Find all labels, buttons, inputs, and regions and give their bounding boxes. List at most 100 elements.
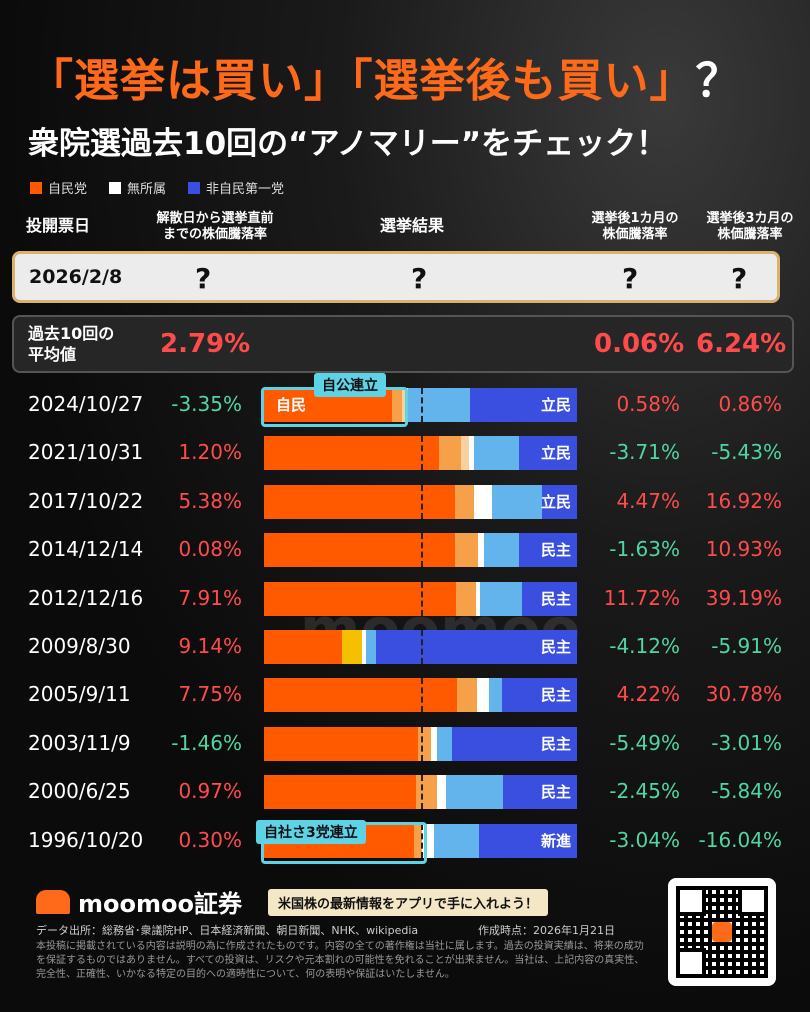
average-label: 過去10回の 平均値	[28, 324, 115, 364]
row-pre-change: 1.20%	[178, 440, 242, 465]
row-1m-change: 4.47%	[616, 488, 680, 513]
bar-seg-other	[366, 630, 376, 664]
bar-seg-ldp	[264, 533, 455, 568]
bar-opposition-label: 民主	[540, 589, 571, 608]
row-pre-change: -3.35%	[171, 392, 242, 416]
row-date: 2003/11/9	[28, 730, 131, 755]
qr-finder	[676, 948, 706, 978]
bar-opposition-label: 立民	[540, 492, 571, 511]
bar-seg-other	[422, 823, 435, 858]
bar-seg-ldp	[264, 630, 342, 664]
row-pre-change: 7.91%	[178, 585, 242, 610]
bar-seg-other	[454, 484, 474, 519]
bar-seg-ldp	[264, 436, 440, 471]
table-row: 2000/6/25 0.97% -2.45% -5.84% 民主	[0, 772, 810, 812]
average-3m: 6.24%	[696, 329, 787, 359]
majority-line	[420, 484, 423, 519]
page-title: 「選挙は買い」「選挙後も買い」？	[28, 54, 742, 107]
majority-line	[420, 775, 423, 810]
table-row: 2009/8/30 9.14% -4.12% -5.91% 民主	[0, 627, 810, 667]
bar-seg-other	[474, 484, 492, 519]
bar-seg-other	[413, 823, 423, 858]
row-pre-change: 0.08%	[178, 537, 242, 562]
bar-seg-other	[402, 388, 405, 422]
table-row: 2014/12/14 0.08% -1.63% 10.93% 民主	[0, 530, 810, 570]
row-date: 2005/9/11	[28, 682, 131, 707]
average-pre: 2.79%	[160, 329, 251, 359]
header-pre: 解散日から選挙直前 までの株価騰落率	[156, 211, 274, 242]
bar-seg-other	[436, 775, 446, 810]
majority-line	[420, 823, 423, 858]
header-3m: 選挙後3カ月の 株価騰落率	[706, 211, 794, 242]
bar-seg-other	[430, 726, 438, 761]
row-pre-change: -1.46%	[171, 730, 242, 755]
bar-seg-other	[477, 678, 490, 713]
row-3m-change: 16.92%	[705, 488, 782, 513]
majority-line	[420, 630, 423, 664]
legend-opposition: 非自民第一党	[188, 178, 284, 197]
table-row: 2003/11/9 -1.46% -5.49% -3.01% 民主	[0, 724, 810, 764]
bar-seg-other	[454, 533, 479, 568]
row-date: 2017/10/22	[28, 488, 144, 513]
row-1m-change: -2.45%	[609, 779, 680, 804]
bar-seg-ldp	[264, 484, 455, 519]
table-row: 2005/9/11 7.75% 4.22% 30.78% 民主	[0, 675, 810, 715]
bar-opposition-label: 民主	[540, 638, 571, 656]
qr-finder	[676, 886, 706, 916]
seat-bar: 民主	[264, 533, 577, 568]
row-3m-change: -5.91%	[711, 634, 782, 658]
bar-seg-other	[437, 726, 452, 761]
bar-ldp-label: 自民	[276, 396, 307, 414]
header-date: 投開票日	[26, 216, 91, 235]
row-3m-change: -5.43%	[711, 440, 782, 465]
legend-independent: 無所属	[109, 178, 166, 197]
created-date: 作成時点：2026年1月21日	[478, 924, 615, 937]
coalition-label-1: 自公連立	[314, 373, 386, 397]
bar-seg-other	[491, 484, 542, 519]
row-1m-change: -1.63%	[609, 537, 680, 562]
bar-opposition-label: 民主	[540, 734, 571, 753]
row-date: 2012/12/16	[28, 585, 144, 610]
row-date: 2009/8/30	[28, 634, 131, 658]
legend: 自民党 無所属 非自民第一党	[30, 178, 284, 197]
bar-opposition-label: 民主	[540, 783, 571, 802]
row-date: 1996/10/20	[28, 827, 144, 852]
bar-seg-other	[478, 533, 485, 568]
row-3m-change: 10.93%	[705, 537, 782, 562]
bar-seg-other	[474, 436, 519, 471]
bar-seg-other	[489, 678, 502, 713]
row-date: 2000/6/25	[28, 779, 131, 804]
table-row: 2017/10/22 5.38% 4.47% 16.92% 立民	[0, 482, 810, 522]
table-row: 2021/10/31 1.20% -3.71% -5.43% 立民	[0, 433, 810, 473]
bar-seg-other	[439, 436, 461, 471]
prediction-date: 2026/2/8	[29, 266, 123, 288]
qr-code[interactable]	[668, 878, 776, 986]
page-subtitle: 衆院選過去10回の“アノマリー”をチェック！	[28, 126, 668, 162]
prediction-3m: ?	[731, 262, 748, 295]
bar-seg-other	[361, 630, 367, 664]
row-1m-change: 0.58%	[616, 392, 680, 416]
app-icon	[712, 922, 732, 942]
qr-finder	[738, 886, 768, 916]
bar-opposition-label: 民主	[540, 541, 571, 560]
row-date: 2024/10/27	[28, 392, 144, 416]
row-date: 2021/10/31	[28, 440, 144, 465]
app-banner: 米国株の最新情報をアプリで手に入れよう！	[268, 889, 549, 916]
prediction-row: 2026/2/8 ? ? ? ?	[12, 251, 780, 303]
prediction-1m: ?	[622, 262, 639, 295]
row-date: 2014/12/14	[28, 537, 144, 562]
bar-seg-other	[476, 581, 480, 616]
bar-opposition-label: 民主	[540, 686, 571, 705]
bar-seg-other	[460, 436, 469, 471]
bull-icon	[36, 889, 70, 914]
bar-seg-other	[445, 775, 504, 810]
moomoo-logo: moomoo証券	[36, 884, 242, 919]
bar-seg-ldp	[264, 678, 457, 713]
bar-seg-ldp	[264, 581, 456, 616]
table-row: 2012/12/16 7.91% 11.72% 39.19% 民主	[0, 579, 810, 619]
bar-seg-other	[392, 388, 403, 422]
row-3m-change: -16.04%	[698, 827, 782, 852]
bar-opposition-label: 立民	[540, 396, 571, 414]
row-3m-change: -5.84%	[711, 779, 782, 804]
row-3m-change: -3.01%	[711, 730, 782, 755]
